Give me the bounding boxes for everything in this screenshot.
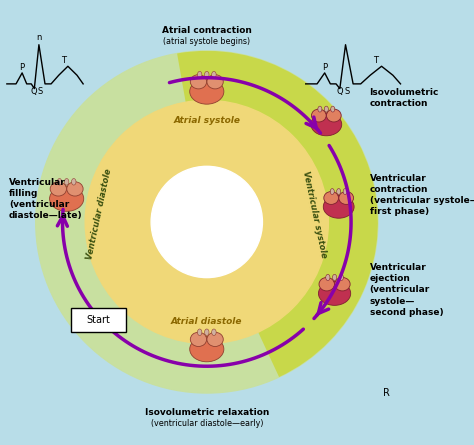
Text: T: T: [61, 56, 66, 65]
Ellipse shape: [198, 71, 202, 78]
Text: Atrial diastole: Atrial diastole: [171, 317, 243, 326]
Text: T: T: [374, 56, 378, 65]
Ellipse shape: [323, 195, 354, 218]
Text: Start: Start: [87, 315, 110, 325]
Text: Ventricular diastole: Ventricular diastole: [85, 168, 113, 261]
Ellipse shape: [339, 191, 354, 204]
Text: Ventricular systole: Ventricular systole: [301, 170, 328, 259]
Ellipse shape: [64, 178, 69, 185]
Ellipse shape: [319, 278, 335, 291]
Ellipse shape: [332, 275, 337, 280]
Ellipse shape: [324, 106, 328, 112]
Ellipse shape: [212, 329, 216, 336]
Ellipse shape: [57, 178, 62, 185]
Ellipse shape: [319, 282, 351, 305]
Wedge shape: [177, 51, 378, 377]
Text: Q: Q: [336, 87, 343, 96]
Ellipse shape: [311, 109, 326, 122]
Ellipse shape: [326, 275, 330, 280]
Ellipse shape: [335, 278, 350, 291]
Circle shape: [36, 51, 378, 393]
Text: Ventricular
contraction
(ventricular systole—
first phase): Ventricular contraction (ventricular sys…: [370, 174, 474, 216]
Circle shape: [85, 101, 328, 344]
Ellipse shape: [207, 75, 223, 89]
Ellipse shape: [190, 336, 224, 362]
Ellipse shape: [330, 189, 334, 194]
Text: P: P: [322, 63, 327, 72]
FancyBboxPatch shape: [71, 308, 127, 332]
Text: S: S: [37, 87, 43, 96]
Ellipse shape: [207, 332, 223, 347]
Text: Atrial systole: Atrial systole: [173, 117, 240, 125]
Ellipse shape: [198, 329, 202, 336]
Ellipse shape: [190, 79, 224, 104]
Ellipse shape: [72, 178, 76, 185]
Ellipse shape: [212, 71, 216, 78]
Text: S: S: [344, 87, 350, 96]
Text: R: R: [383, 388, 390, 398]
Text: Q: Q: [31, 87, 37, 96]
Text: Isovolumetric
contraction: Isovolumetric contraction: [370, 88, 439, 108]
Ellipse shape: [50, 182, 66, 196]
Text: Ventricular
ejection
(ventricular
systole—
second phase): Ventricular ejection (ventricular systol…: [370, 263, 443, 317]
Ellipse shape: [324, 191, 338, 204]
Text: Ventricular
filling
(ventricular
diastole—late): Ventricular filling (ventricular diastol…: [9, 178, 82, 220]
Text: n: n: [36, 33, 42, 42]
Text: P: P: [19, 63, 25, 72]
Ellipse shape: [191, 332, 207, 347]
Text: Isovolumetric relaxation: Isovolumetric relaxation: [145, 408, 269, 417]
Text: (atrial systole begins): (atrial systole begins): [163, 37, 250, 46]
Ellipse shape: [205, 71, 209, 78]
Circle shape: [151, 166, 263, 278]
Ellipse shape: [343, 189, 347, 194]
Ellipse shape: [318, 106, 322, 112]
Text: (ventricular diastole—early): (ventricular diastole—early): [151, 420, 263, 429]
Ellipse shape: [67, 182, 83, 196]
Ellipse shape: [337, 189, 341, 194]
Ellipse shape: [205, 329, 209, 336]
Ellipse shape: [331, 106, 335, 112]
Ellipse shape: [191, 75, 207, 89]
Ellipse shape: [327, 109, 341, 122]
Text: Atrial contraction: Atrial contraction: [162, 26, 252, 35]
Ellipse shape: [339, 275, 343, 280]
Ellipse shape: [50, 186, 84, 211]
Ellipse shape: [311, 113, 342, 136]
